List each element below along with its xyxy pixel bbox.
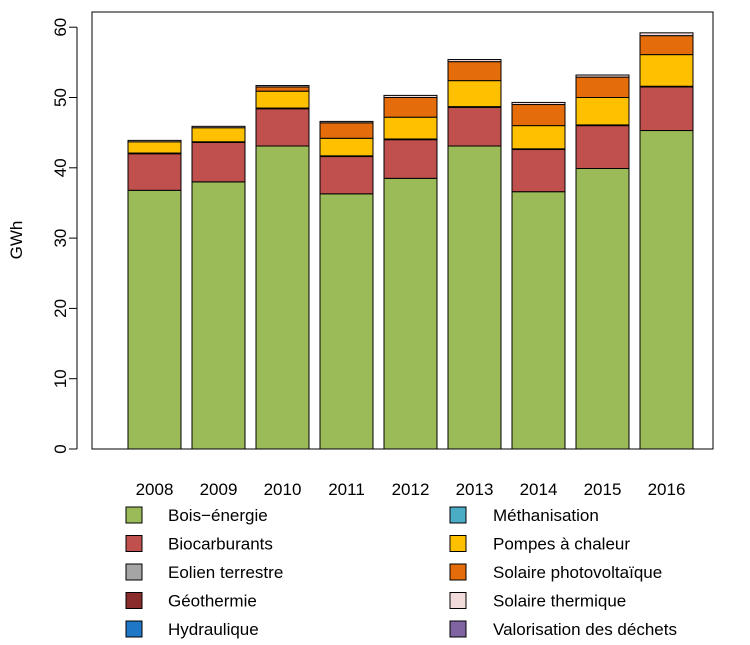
- legend-label: Solaire thermique: [493, 592, 626, 611]
- x-tick-label: 2013: [456, 480, 494, 499]
- y-tick-label: 60: [51, 18, 70, 37]
- legend-label: Bois−énergie: [168, 506, 268, 525]
- x-tick-label: 2010: [264, 480, 302, 499]
- bar-segment: [383, 177, 438, 450]
- bar-segment: [383, 116, 438, 140]
- y-axis: 0 10 20 30 40 50 60: [51, 18, 78, 454]
- legend-label: Méthanisation: [493, 506, 599, 525]
- legend-label: Hydraulique: [168, 620, 259, 639]
- legend-swatch: [125, 620, 143, 638]
- bar-segment: [319, 120, 374, 124]
- x-axis: 2008 2009 2010 2011 2012 2013 2014 2015 2016: [136, 480, 686, 499]
- bar-segment: [447, 61, 502, 82]
- bar-segment: [319, 193, 374, 450]
- bar-segment: [639, 86, 694, 132]
- bar-segment: [639, 54, 694, 87]
- bar-segment: [255, 85, 310, 88]
- bar-segment: [575, 125, 630, 170]
- bar-segment: [447, 59, 502, 63]
- legend-item: Valorisation des déchets: [449, 620, 677, 639]
- legend-swatch: [449, 592, 467, 609]
- y-axis-label: GWh: [7, 221, 26, 260]
- bar-segment: [255, 86, 310, 92]
- legend-item: Biocarburants: [125, 535, 273, 554]
- bar-segment: [511, 104, 566, 127]
- x-tick-label: 2015: [584, 480, 622, 499]
- bar-segment: [127, 141, 182, 154]
- bar-segment: [383, 97, 438, 118]
- bar-segment: [191, 141, 246, 183]
- plot-frame: [91, 11, 714, 450]
- bar-segment: [575, 97, 630, 126]
- x-tick-label: 2011: [328, 480, 365, 499]
- bars-layer: [127, 32, 694, 450]
- legend-label: Géothermie: [168, 592, 257, 611]
- x-tick-label: 2014: [520, 480, 558, 499]
- legend-label: Pompes à chaleur: [493, 535, 630, 554]
- bar-segment: [191, 127, 246, 143]
- bar-segment: [255, 145, 310, 450]
- x-tick-label: 2016: [648, 480, 686, 499]
- bar-segment: [511, 191, 566, 450]
- x-tick-label: 2009: [200, 480, 238, 499]
- legend-label: Eolien terrestre: [168, 563, 283, 582]
- legend-item: Pompes à chaleur: [449, 535, 630, 554]
- bar-segment: [383, 139, 438, 179]
- bar-segment: [191, 125, 246, 129]
- legend-item: Solaire thermique: [449, 592, 626, 611]
- bar-segment: [639, 35, 694, 56]
- bar-segment: [255, 108, 310, 147]
- bar-segment: [575, 168, 630, 450]
- bar-segment: [511, 125, 566, 150]
- bar-segment: [511, 101, 566, 106]
- y-tick-label: 10: [51, 369, 70, 388]
- legend-swatch: [449, 506, 467, 524]
- x-tick-label: 2012: [392, 480, 430, 499]
- legend-swatch: [449, 535, 467, 552]
- bar-segment: [319, 137, 374, 157]
- legend-item: Hydraulique: [125, 620, 259, 639]
- bar-segment: [575, 76, 630, 98]
- bar-segment: [319, 156, 374, 195]
- bar-segment: [191, 181, 246, 450]
- x-tick-label: 2008: [136, 480, 174, 499]
- legend-label: Biocarburants: [168, 535, 273, 554]
- bar-segment: [575, 74, 630, 78]
- legend-swatch: [449, 563, 467, 581]
- bar-segment: [319, 122, 374, 139]
- bar-segment: [127, 153, 182, 191]
- legend-swatch: [125, 506, 143, 524]
- y-tick-label: 0: [51, 444, 70, 453]
- legend-label: Valorisation des déchets: [493, 620, 677, 639]
- bar-segment: [383, 94, 438, 98]
- legend-item: Solaire photovoltaïque: [449, 563, 662, 582]
- legend-swatch: [125, 592, 143, 609]
- y-tick-label: 30: [51, 229, 70, 248]
- bar-segment: [447, 80, 502, 108]
- bar-segment: [447, 145, 502, 450]
- bar-segment: [127, 189, 182, 450]
- bar-segment: [447, 106, 502, 147]
- legend-item: Eolien terrestre: [125, 563, 283, 582]
- legend-item: Méthanisation: [449, 506, 599, 525]
- legend-item: Bois−énergie: [125, 506, 268, 525]
- y-tick-label: 50: [51, 88, 70, 107]
- bar-segment: [255, 90, 310, 109]
- legend-swatch: [125, 535, 143, 552]
- legend-label: Solaire photovoltaïque: [493, 563, 662, 582]
- legend-item: Géothermie: [125, 592, 257, 611]
- bar-segment: [127, 139, 182, 143]
- legend: Bois−énergie Biocarburants Eolien terrestr…: [125, 506, 677, 639]
- y-tick-label: 40: [51, 158, 70, 177]
- bar-segment: [639, 32, 694, 37]
- legend-swatch: [449, 620, 467, 638]
- y-tick-label: 20: [51, 299, 70, 318]
- bar-segment: [639, 130, 694, 450]
- bar-segment: [511, 149, 566, 193]
- legend-swatch: [125, 563, 143, 581]
